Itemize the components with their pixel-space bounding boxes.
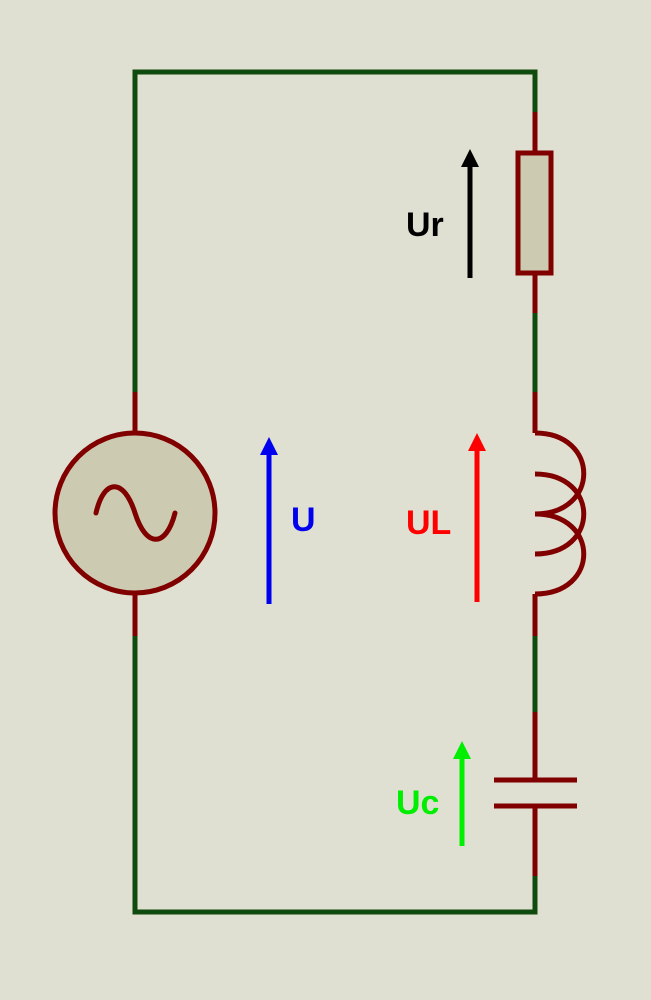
- wire-left-top: [132, 69, 538, 393]
- circuit-wires: [132, 69, 538, 915]
- wire-bottom: [132, 633, 538, 915]
- voltage-arrow-uc: [453, 741, 471, 846]
- capacitor-icon: [494, 712, 577, 876]
- voltage-label-ur: Ur: [406, 206, 444, 244]
- ac-source-icon: [52, 392, 218, 636]
- voltage-arrow-ul: [468, 433, 486, 602]
- arrow-up-icon: [453, 741, 471, 759]
- voltage-arrow-ur: [461, 149, 479, 278]
- arrow-up-icon: [461, 149, 479, 167]
- voltage-label-ul: UL: [406, 504, 451, 542]
- resistor-icon: [515, 112, 554, 313]
- inductor-coil: [534, 430, 587, 597]
- voltage-arrow-u: [260, 437, 278, 604]
- arrow-up-icon: [260, 437, 278, 455]
- inductor-icon: [532, 392, 587, 636]
- sine-wave-icon: [93, 484, 178, 542]
- voltage-label-uc: Uc: [396, 784, 439, 822]
- resistor-body: [515, 150, 554, 276]
- arrow-up-icon: [468, 433, 486, 451]
- voltage-label-u: U: [291, 501, 316, 539]
